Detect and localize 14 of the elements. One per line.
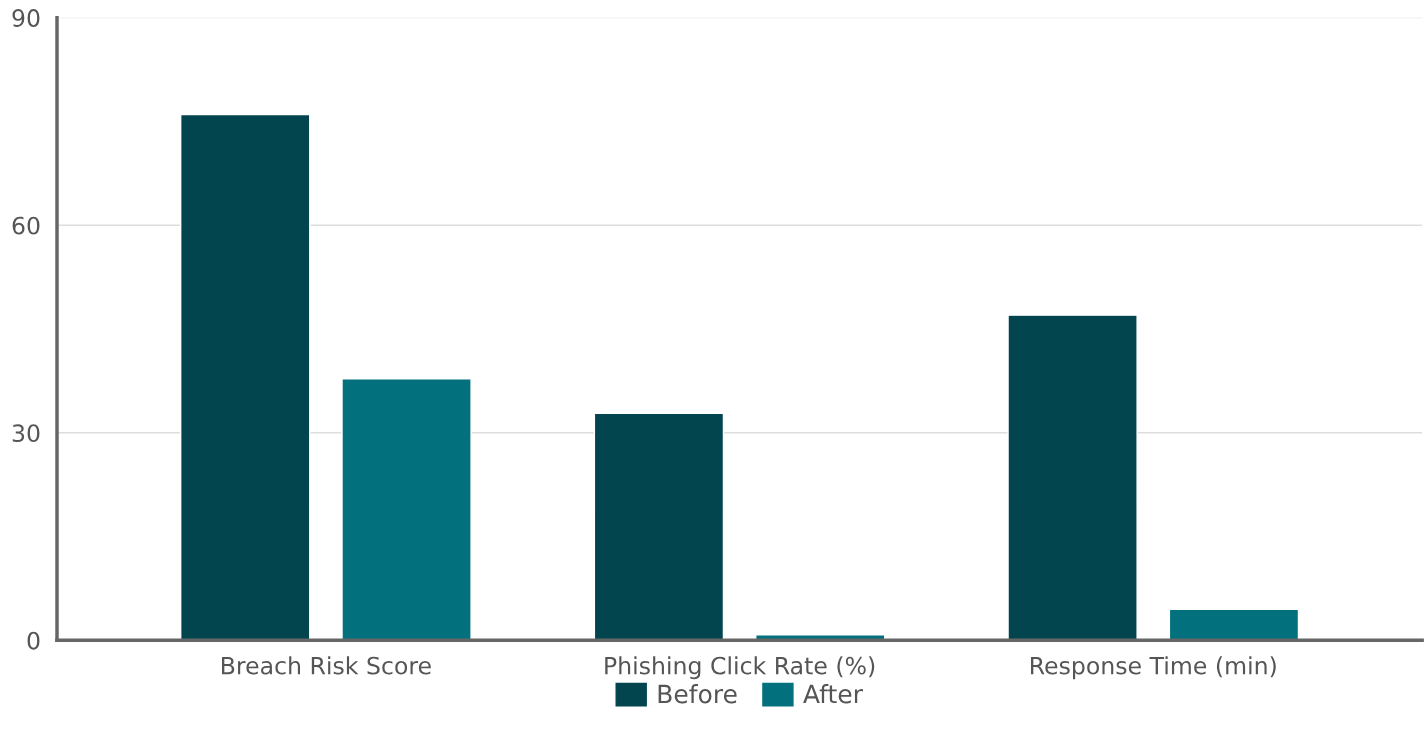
bar <box>1168 608 1300 641</box>
legend-label: After <box>803 684 863 704</box>
y-tick-label: 60 <box>12 216 40 235</box>
legend-label: Before <box>658 684 737 704</box>
x-tick-label: Breach Risk Score <box>222 656 431 675</box>
bar <box>593 412 725 641</box>
y-tick-label: 0 <box>27 631 40 650</box>
x-tick-label: Response Time (min) <box>1031 656 1276 680</box>
bar <box>1007 314 1138 641</box>
bar <box>179 113 311 641</box>
x-tick-label: Phishing Click Rate (%) <box>605 656 875 680</box>
y-tick-label: 90 <box>12 9 40 27</box>
y-tick-label: 30 <box>12 424 40 443</box>
bar <box>341 378 472 641</box>
